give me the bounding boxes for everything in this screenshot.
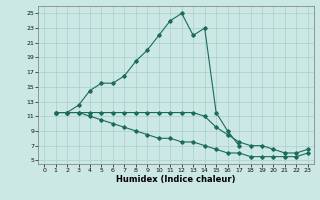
X-axis label: Humidex (Indice chaleur): Humidex (Indice chaleur)	[116, 175, 236, 184]
